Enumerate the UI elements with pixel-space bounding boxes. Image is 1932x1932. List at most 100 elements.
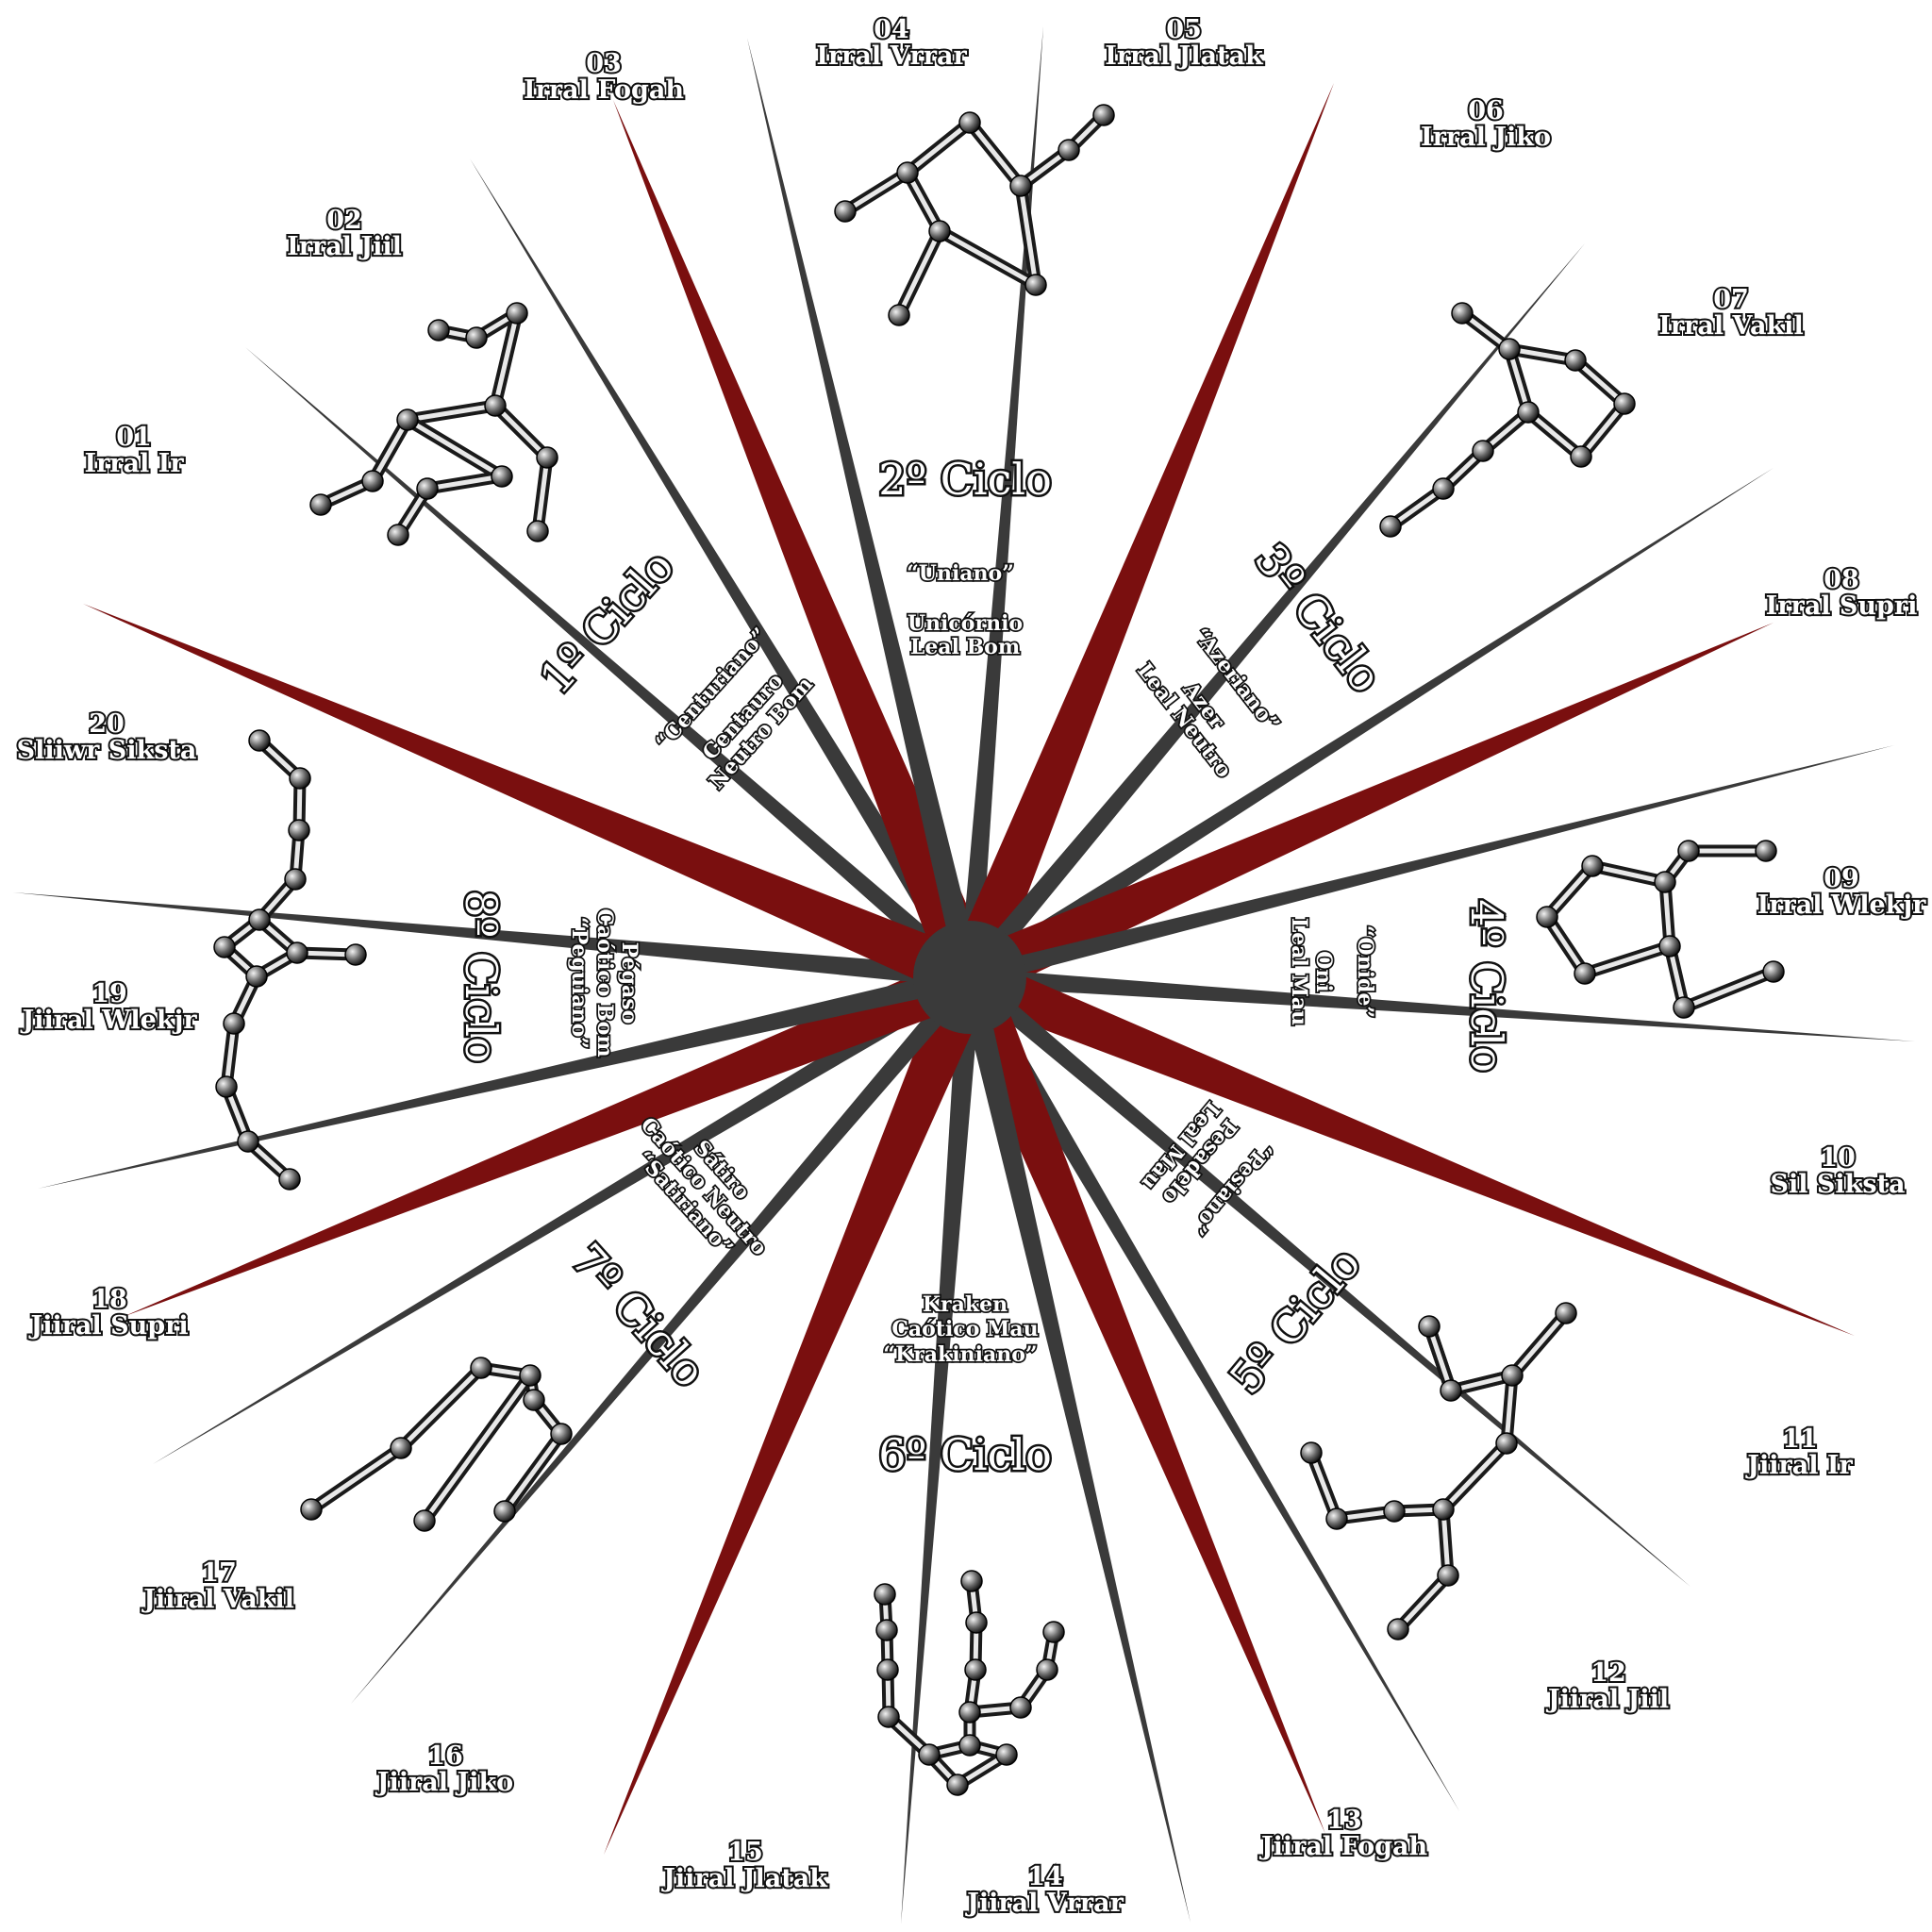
sign-number: 07 (1713, 285, 1749, 314)
sign-name: Irral Vakil (1658, 311, 1803, 341)
cycle-alignment: Caótico Bom (592, 908, 617, 1057)
star-node (1432, 477, 1455, 500)
star-node (1654, 871, 1676, 893)
cycle-creature: Unicórnio (908, 611, 1023, 636)
star-node (888, 304, 910, 326)
star-node (1564, 349, 1587, 372)
star-node (1437, 1564, 1459, 1587)
star-node (416, 477, 439, 500)
star-node (1517, 401, 1540, 424)
constellation-link (1504, 1373, 1515, 1446)
star-node (1009, 175, 1032, 197)
sign-number: 20 (89, 709, 125, 739)
star-node (536, 446, 558, 469)
cycle-title: 5º Ciclo (1220, 1238, 1370, 1403)
ray-dark (153, 969, 975, 1464)
star-node (958, 1734, 981, 1757)
constellation-link (308, 1445, 404, 1512)
ray-dark (961, 243, 1585, 985)
star-node (995, 1743, 1018, 1766)
constellation-link (896, 228, 942, 318)
sign-name: Jiiral Jiko (375, 1768, 513, 1797)
star-node (491, 465, 513, 488)
sign-name: Irral Jlatak (1105, 42, 1264, 71)
sign-number: 12 (1591, 1658, 1626, 1688)
constellation-link (842, 170, 910, 214)
star-node (361, 470, 384, 492)
constellation-link (937, 228, 1039, 288)
sign-label-04: 04 Irral Vrrar (814, 13, 969, 73)
star-node (874, 1583, 896, 1606)
sign-label-07: 07 Irral Vakil (1657, 283, 1805, 342)
star-node (390, 1437, 412, 1459)
cycle-info-8: Pégaso Caótico Bom “Peguiano” (565, 908, 643, 1059)
constellation-azer (1379, 302, 1636, 538)
sign-label-13: 13 Jiiral Fogah (1257, 1804, 1430, 1863)
star-node (1501, 1364, 1524, 1387)
constellation-link (967, 120, 1024, 189)
star-node (834, 200, 857, 223)
constellation-link (535, 455, 550, 534)
star-node (1536, 906, 1558, 928)
sign-number: 03 (586, 49, 622, 78)
constellation-link (492, 310, 520, 408)
ray-dark (964, 468, 1774, 986)
constellation-oni (1536, 840, 1785, 1019)
star-node (928, 220, 951, 242)
constellation-link (405, 403, 498, 423)
constellation-link (1578, 401, 1627, 459)
star-node (300, 1498, 323, 1521)
star-node (896, 161, 919, 184)
star-node (493, 1500, 516, 1523)
star-node (1658, 935, 1681, 958)
cycle-label-1: 1º Ciclo (527, 539, 686, 707)
star-node (965, 1611, 988, 1634)
constellation-link (398, 1365, 484, 1451)
sign-name: Jiiral Jiil (1546, 1685, 1669, 1714)
star-node (523, 1389, 545, 1411)
star-node (286, 941, 308, 964)
star-node (1042, 1621, 1065, 1643)
sign-name: Irral Fogah (524, 75, 684, 105)
cycle-info-6: Kraken Caótico Mau “Krakiniano” (882, 1291, 1041, 1369)
sign-label-01: 01 Irral Ir (82, 421, 186, 480)
constellation-centaur (309, 302, 558, 546)
sign-name: Jiiral Supri (28, 1311, 188, 1341)
cycle-title: 6º Ciclo (878, 1429, 1052, 1480)
star-node (484, 394, 507, 417)
constellation-link (905, 170, 942, 234)
cycle-demonym: “Uniano” (907, 561, 1014, 586)
ray-red (613, 100, 994, 988)
star-node (1383, 1500, 1406, 1523)
cycle-demonym: “Peguiano” (567, 917, 591, 1049)
ray-red (960, 956, 1855, 1336)
sign-number: 01 (116, 423, 152, 452)
star-node (288, 819, 310, 841)
cycle-title: 1º Ciclo (530, 541, 684, 704)
cycle-demonym: “Krakiniano” (883, 1342, 1037, 1367)
cycle-creature: Oni (1311, 951, 1336, 992)
star-node (1432, 1498, 1455, 1521)
cycle-demonym: “Onide” (1353, 925, 1377, 1018)
star-node (413, 1509, 436, 1532)
cycle-alignment: Caótico Mau (891, 1317, 1038, 1341)
sign-label-12: 12 Jiiral Jiil (1544, 1657, 1671, 1716)
star-node (1495, 1432, 1518, 1455)
star-node (875, 1619, 898, 1641)
sign-label-08: 08 Irral Supri (1764, 563, 1920, 623)
star-node (289, 767, 311, 790)
star-node (960, 1570, 983, 1592)
star-node (958, 111, 981, 134)
sign-label-02: 02 Irral Jiil (285, 204, 404, 263)
sign-name: Jiiral Ir (1745, 1451, 1853, 1480)
center-hub (913, 921, 1026, 1034)
sign-number: 14 (1027, 1862, 1063, 1891)
sign-number: 18 (92, 1285, 127, 1314)
cycle-alignment: Leal Mau (1287, 918, 1311, 1025)
star-node (278, 1168, 301, 1191)
sign-label-16: 16 Jiiral Jiko (374, 1740, 515, 1799)
star-node (946, 1774, 969, 1796)
ray-dark (901, 976, 981, 1924)
constellation-link (370, 417, 410, 484)
